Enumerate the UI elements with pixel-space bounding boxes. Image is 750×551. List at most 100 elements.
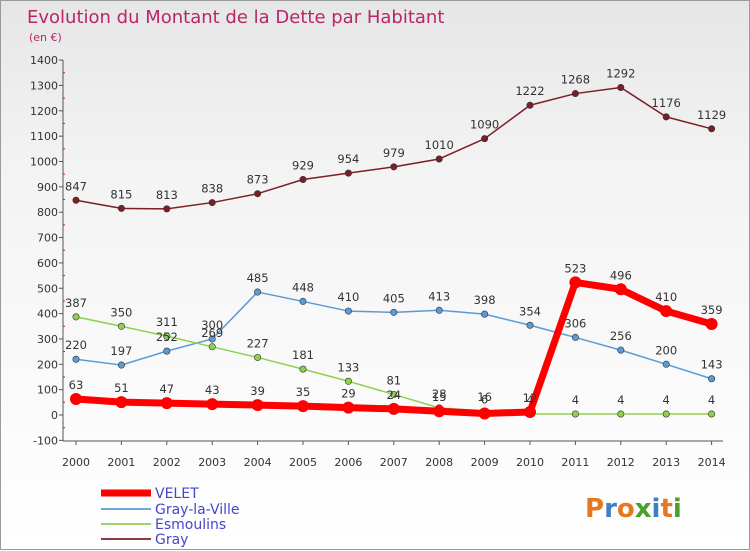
proxiti-logo: Proxiti <box>585 494 682 524</box>
data-label-velet: 35 <box>296 385 311 399</box>
data-label-esmoulins: 311 <box>156 315 178 329</box>
y-tick-label: 400 <box>37 308 58 321</box>
y-tick-label: 1100 <box>30 130 58 143</box>
x-tick-label: 2002 <box>153 456 181 469</box>
data-point-gray <box>208 199 216 207</box>
logo-letter: o <box>617 494 635 524</box>
data-point-gray <box>254 190 262 198</box>
x-tick-label: 2009 <box>471 456 499 469</box>
data-point-velet <box>660 305 673 318</box>
x-tick-label: 2001 <box>107 456 135 469</box>
x-tick-label: 2006 <box>334 456 362 469</box>
chart-subtitle: (en €) <box>29 31 62 44</box>
data-label-velet: 24 <box>386 388 401 402</box>
data-point-velet <box>705 317 718 330</box>
data-label-gray: 1176 <box>652 96 681 110</box>
data-point-gray-la-ville <box>117 361 125 369</box>
logo-letter: t <box>660 494 672 524</box>
data-point-velet <box>433 405 446 418</box>
x-tick-label: 2003 <box>198 456 226 469</box>
data-label-gray: 929 <box>292 158 314 172</box>
x-tick-label: 2012 <box>607 456 635 469</box>
y-tick-label: 700 <box>37 232 58 245</box>
data-label-gray-la-ville: 197 <box>110 344 132 358</box>
data-label-velet: 359 <box>701 303 723 317</box>
data-point-gray <box>163 205 171 213</box>
axes: -100 0 100 200 300 400 500 600 700 800 900 1000 1100… <box>30 54 726 469</box>
y-tick-label: -100 <box>33 434 58 447</box>
data-point-velet <box>206 398 219 411</box>
data-point-esmoulins <box>662 410 670 418</box>
data-point-gray-la-ville <box>254 288 262 296</box>
data-point-velet <box>70 393 82 406</box>
data-label-esmoulins: 133 <box>337 360 359 374</box>
y-tick-label: 100 <box>37 384 58 397</box>
data-label-esmoulins: 269 <box>201 326 223 340</box>
data-point-gray <box>708 125 716 133</box>
x-tick-label: 2011 <box>561 456 589 469</box>
data-label-gray: 873 <box>247 173 269 187</box>
data-point-esmoulins <box>208 343 216 351</box>
data-label-gray-la-ville: 252 <box>156 330 178 344</box>
data-label-gray-la-ville: 256 <box>610 329 632 343</box>
data-label-esmoulins: 4 <box>708 393 715 407</box>
data-point-velet <box>115 396 128 409</box>
data-point-velet <box>478 407 491 420</box>
legend-label-gray: Gray <box>155 532 188 548</box>
data-point-esmoulins <box>708 410 716 418</box>
data-point-gray <box>571 90 579 98</box>
data-label-gray: 1292 <box>606 66 635 80</box>
data-label-gray: 1129 <box>697 108 726 122</box>
data-label-gray-la-ville: 398 <box>474 293 496 307</box>
data-label-esmoulins: 4 <box>572 393 579 407</box>
data-point-gray-la-ville <box>526 321 534 329</box>
data-label-gray: 1090 <box>470 118 499 132</box>
data-point-gray <box>344 169 352 177</box>
data-point-velet <box>297 400 309 413</box>
y-tick-label: 900 <box>37 181 58 194</box>
data-point-gray <box>662 113 670 121</box>
data-point-gray-la-ville <box>72 355 80 363</box>
y-tick-label: 200 <box>37 358 58 371</box>
x-tick-label: 2008 <box>425 456 453 469</box>
data-label-esmoulins: 227 <box>247 336 269 350</box>
data-label-gray: 815 <box>110 187 132 201</box>
data-label-esmoulins: 181 <box>292 348 314 362</box>
data-point-gray <box>435 155 443 163</box>
proxiti-logo-text: Proxiti <box>585 494 682 524</box>
data-point-esmoulins <box>617 410 625 418</box>
data-label-gray: 1268 <box>561 73 590 87</box>
y-tick-label: 1400 <box>30 54 58 67</box>
y-tick-label: 500 <box>37 282 58 295</box>
data-point-gray-la-ville <box>662 360 670 368</box>
data-point-esmoulins <box>571 410 579 418</box>
data-label-gray: 1222 <box>515 84 544 98</box>
x-tick-label: 2005 <box>289 456 317 469</box>
x-tick-label: 2014 <box>698 456 726 469</box>
data-label-gray: 813 <box>156 188 178 202</box>
data-label-velet: 39 <box>250 384 265 398</box>
data-label-velet: 51 <box>114 381 129 395</box>
series-layer <box>70 83 718 420</box>
data-label-gray-la-ville: 354 <box>519 304 541 318</box>
chart-title: Evolution du Montant de la Dette par Hab… <box>27 7 444 28</box>
logo-letter: P <box>585 494 604 524</box>
data-label-gray: 1010 <box>425 138 454 152</box>
data-point-velet <box>524 405 536 418</box>
data-point-esmoulins <box>344 377 352 385</box>
data-label-velet: 496 <box>610 268 632 282</box>
data-point-gray <box>617 83 625 91</box>
data-point-velet <box>160 397 173 410</box>
data-point-gray-la-ville <box>299 297 307 305</box>
data-point-esmoulins <box>254 353 262 361</box>
y-tick-label: 1000 <box>30 156 58 169</box>
data-label-velet: 43 <box>205 383 220 397</box>
data-point-velet <box>251 399 264 412</box>
logo-letter: i <box>652 494 661 524</box>
data-point-gray <box>526 101 534 109</box>
data-point-gray-la-ville <box>435 306 443 314</box>
